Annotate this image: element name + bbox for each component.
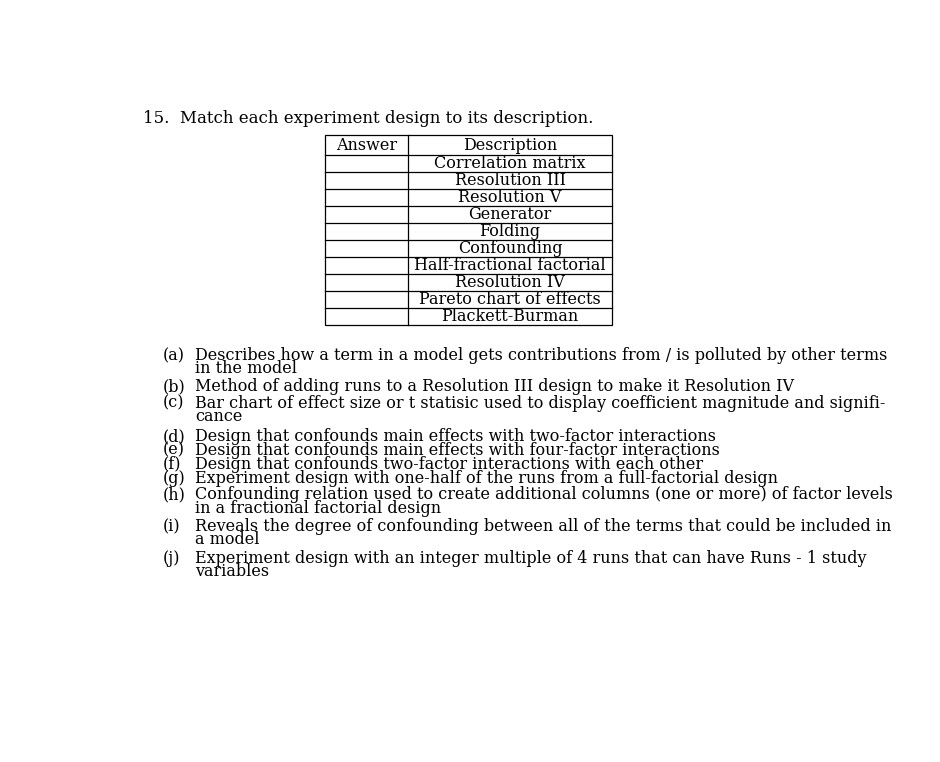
Text: cance: cance [195, 408, 243, 425]
Text: in the model: in the model [195, 360, 297, 377]
Text: Confounding relation used to create additional columns (one or more) of factor l: Confounding relation used to create addi… [195, 486, 893, 504]
Text: Experiment design with one-half of the runs from a full-factorial design: Experiment design with one-half of the r… [195, 469, 778, 486]
Text: Method of adding runs to a Resolution III design to make it Resolution IV: Method of adding runs to a Resolution II… [195, 378, 794, 395]
Text: Describes how a term in a model gets contributions from / is polluted by other t: Describes how a term in a model gets con… [195, 347, 887, 364]
Text: Half-fractional factorial: Half-fractional factorial [415, 257, 606, 274]
Text: (a): (a) [163, 347, 184, 364]
Text: Design that confounds main effects with four-factor interactions: Design that confounds main effects with … [195, 442, 720, 459]
Text: Folding: Folding [479, 223, 540, 240]
Text: (i): (i) [163, 518, 180, 535]
Text: Correlation matrix: Correlation matrix [434, 155, 586, 172]
Text: (c): (c) [163, 395, 184, 411]
Text: Resolution IV: Resolution IV [455, 274, 565, 291]
Text: Generator: Generator [468, 207, 552, 223]
Text: a model: a model [195, 531, 259, 548]
Text: (f): (f) [163, 456, 180, 472]
Text: Reveals the degree of confounding between all of the terms that could be include: Reveals the degree of confounding betwee… [195, 518, 891, 535]
Text: variables: variables [195, 563, 269, 581]
Text: 15.  Match each experiment design to its description.: 15. Match each experiment design to its … [143, 110, 593, 127]
Bar [325, 136, 612, 325]
Text: Description: Description [462, 137, 557, 154]
Text: Design that confounds two-factor interactions with each other: Design that confounds two-factor interac… [195, 456, 703, 472]
Text: Answer: Answer [337, 137, 398, 154]
Text: Pareto chart of effects: Pareto chart of effects [419, 291, 601, 308]
Text: (b): (b) [163, 378, 185, 395]
Text: Resolution V: Resolution V [459, 189, 562, 207]
Text: (j): (j) [163, 550, 180, 568]
Text: (e): (e) [163, 442, 184, 459]
Text: Plackett-Burman: Plackett-Burman [442, 308, 579, 325]
Text: Design that confounds main effects with two-factor interactions: Design that confounds main effects with … [195, 428, 716, 445]
Text: (g): (g) [163, 469, 185, 486]
Text: Resolution III: Resolution III [455, 172, 566, 189]
Text: Experiment design with an integer multiple of 4 runs that can have Runs - 1 stud: Experiment design with an integer multip… [195, 550, 867, 568]
Text: in a fractional factorial design: in a fractional factorial design [195, 500, 441, 517]
Text: (d): (d) [163, 428, 185, 445]
Text: (h): (h) [163, 486, 185, 504]
Text: Confounding: Confounding [458, 240, 562, 257]
Text: Bar chart of effect size or t statisic used to display coefficient magnitude and: Bar chart of effect size or t statisic u… [195, 395, 885, 411]
